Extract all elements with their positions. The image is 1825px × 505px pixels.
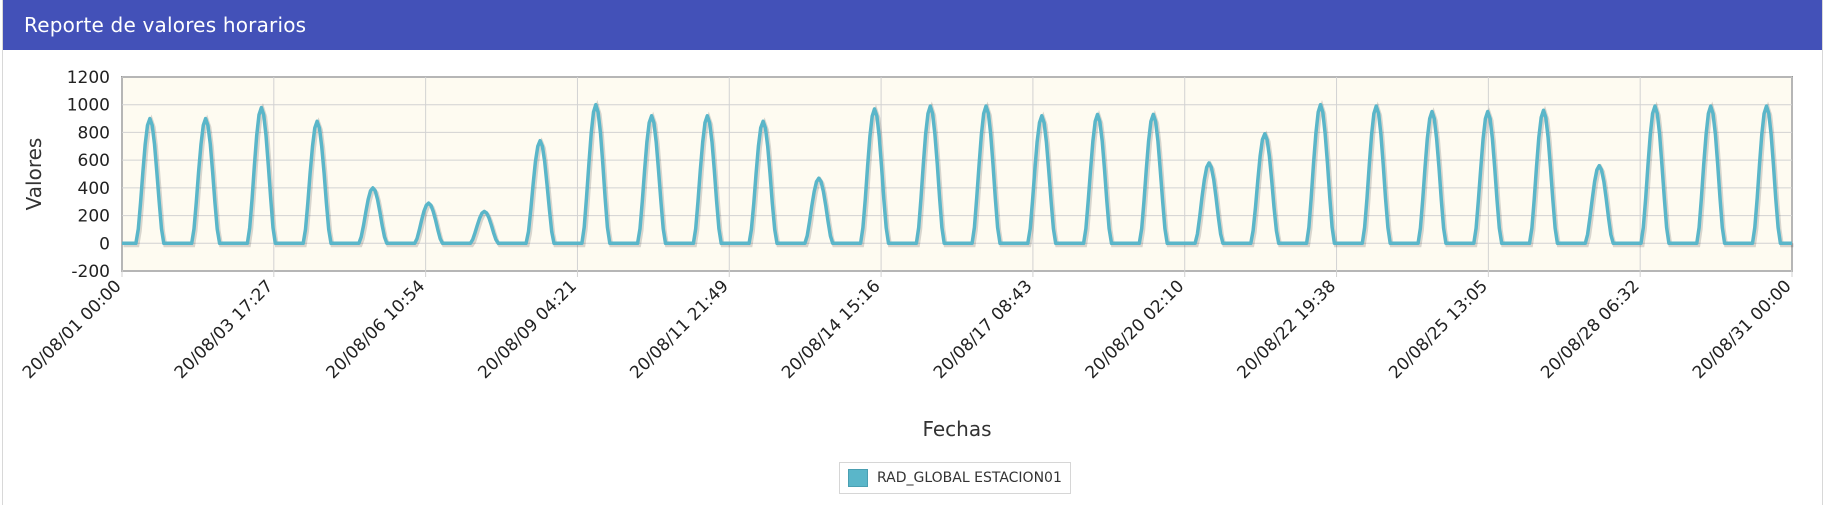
x-tick-label: 20/08/11 21:49 (626, 276, 733, 383)
x-axis-ticks: 20/08/01 00:00 20/08/03 17:27 20/08/06 10:… (19, 276, 1796, 383)
y-tick-label: 1200 (67, 68, 110, 88)
y-tick-label: 800 (78, 123, 110, 143)
x-tick-label: 20/08/28 06:32 (1537, 276, 1644, 383)
x-tick-label: 20/08/31 00:00 (1689, 276, 1796, 383)
y-axis-ticks: 1200 1000 800 600 400 200 0 -200 (67, 68, 110, 282)
x-tick-label: 20/08/17 08:43 (930, 276, 1037, 383)
x-tick-label: 20/08/22 19:38 (1233, 276, 1340, 383)
x-tick-label: 20/08/25 13:05 (1385, 276, 1492, 383)
y-axis-title: Valores (22, 138, 46, 211)
x-tick-label: 20/08/01 00:00 (19, 276, 126, 383)
panel-header: Reporte de valores horarios (3, 0, 1822, 50)
series-line (122, 102, 1792, 246)
legend[interactable]: RAD_GLOBAL ESTACION01 (839, 462, 1071, 494)
x-tick-label: 20/08/09 04:21 (474, 276, 581, 383)
x-tick-label: 20/08/06 10:54 (323, 276, 430, 383)
y-tick-label: 400 (78, 179, 110, 199)
x-axis-title: Fechas (922, 417, 991, 441)
legend-label: RAD_GLOBAL ESTACION01 (877, 470, 1062, 486)
series-line-shadow (123, 99, 1794, 248)
y-tick-label: 600 (78, 151, 110, 171)
x-tick-label: 20/08/03 17:27 (171, 276, 278, 383)
plot-area (121, 76, 1793, 272)
legend-swatch (848, 469, 868, 487)
y-tick-label: -200 (71, 262, 110, 282)
y-tick-label: 1000 (67, 96, 110, 116)
y-tick-label: 0 (99, 234, 110, 254)
y-tick-label: 200 (78, 207, 110, 227)
panel-title: Reporte de valores horarios (24, 13, 307, 37)
x-tick-label: 20/08/14 15:16 (778, 276, 885, 383)
line-chart: 1200 1000 800 600 400 200 0 -200 20/08/01 00:00… (19, 68, 1796, 441)
x-tick-label: 20/08/20 02:10 (1082, 276, 1189, 383)
